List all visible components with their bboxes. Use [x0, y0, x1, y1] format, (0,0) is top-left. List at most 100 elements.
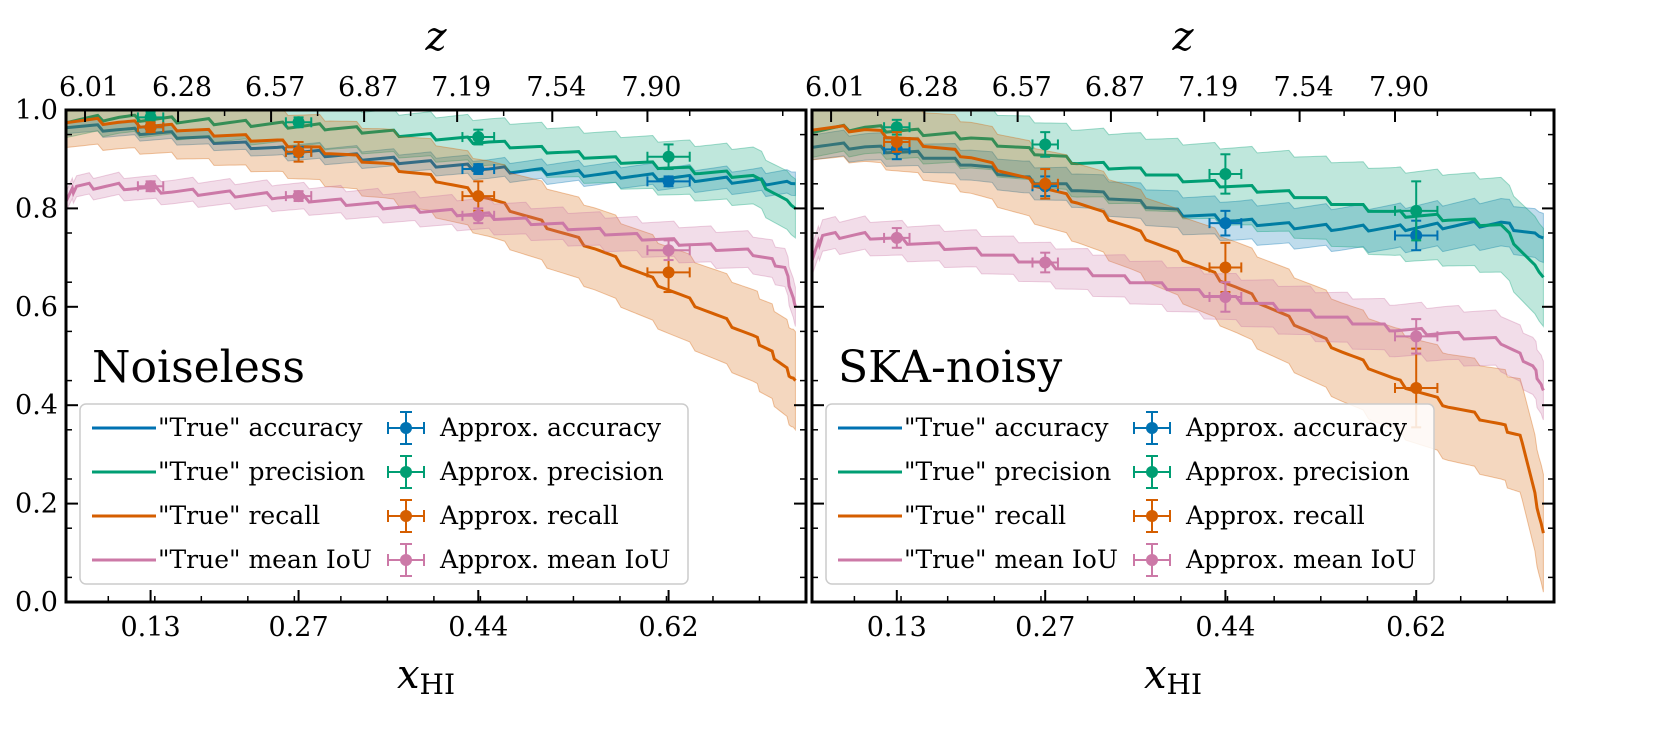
panel-ska-noisy: 0.13 0.27 0.44 0.62 6.01 6.28 6.57 6.87 7.19 7.54…	[805, 14, 1556, 701]
legend-entry-true-precision: "True" precision	[838, 457, 1111, 486]
legend-label: "True" mean IoU	[904, 545, 1118, 574]
point-approx-mean-iou-1	[1031, 251, 1059, 274]
band-true-recall	[812, 110, 1544, 593]
xtick-label: 0.27	[1015, 612, 1075, 643]
legend-label: Approx. precision	[439, 457, 664, 486]
legend-box	[825, 403, 1435, 585]
legend: "True" accuracy "True" precision "True" re…	[825, 403, 1435, 585]
top-tick-label: 6.01	[59, 72, 119, 103]
top-tick-label: 6.57	[245, 72, 305, 103]
legend-entry-true-recall: "True" recall	[838, 501, 1066, 530]
point-approx-accuracy-2	[461, 163, 496, 176]
point-approx-precision-3	[646, 143, 691, 171]
legend-entry-approx-recall: Approx. recall	[1133, 499, 1365, 533]
top-tick-label: 6.01	[805, 72, 865, 103]
legend-entry-approx-accuracy: Approx. accuracy	[1133, 411, 1408, 445]
legend-label: "True" recall	[904, 501, 1066, 530]
legend-label: Approx. accuracy	[439, 413, 662, 442]
point-approx-mean-iou-0	[883, 227, 911, 249]
legend-entry-true-precision: "True" precision	[92, 457, 365, 486]
plot-area	[812, 110, 1545, 593]
xtick-label: 0.27	[269, 612, 329, 643]
ytick-label: 0.6	[15, 292, 58, 323]
ytick-label: 0.2	[15, 489, 58, 520]
point-approx-mean-iou-3	[1394, 318, 1439, 355]
axes-frame	[64, 108, 808, 604]
top-tick-label: 7.90	[621, 72, 681, 103]
line-true-accuracy	[66, 123, 796, 187]
point-approx-mean-iou-1	[284, 190, 313, 203]
point-approx-precision-1	[284, 116, 313, 129]
band-true-accuracy	[812, 129, 1544, 264]
legend-entry-approx-recall: Approx. recall	[387, 499, 619, 533]
xtick-label: 0.44	[448, 612, 508, 643]
point-approx-precision-0	[883, 118, 911, 136]
legend-label: "True" precision	[904, 457, 1111, 486]
point-approx-precision-1	[1031, 131, 1059, 158]
point-approx-recall-0	[883, 131, 911, 153]
legend-label: "True" recall	[158, 501, 320, 530]
top-tick-label: 7.54	[526, 72, 586, 103]
top-tick-label: 6.87	[338, 72, 398, 103]
legend-label: Approx. accuracy	[1185, 413, 1408, 442]
top-tick-label: 6.57	[992, 72, 1052, 103]
legend-label: Approx. recall	[1185, 501, 1365, 530]
legend-label: "True" accuracy	[904, 413, 1109, 442]
band-true-precision	[66, 110, 796, 239]
legend-entry-true-mean-iou: "True" mean IoU	[838, 545, 1118, 574]
xtick-label: 0.62	[639, 612, 699, 643]
top-axis-label: z	[1171, 14, 1194, 60]
axes-frame	[810, 108, 1556, 604]
ytick-label: 0.0	[15, 587, 58, 618]
legend-entry-approx-precision: Approx. precision	[387, 455, 664, 489]
point-approx-accuracy-2	[1208, 209, 1243, 237]
legend-entry-true-accuracy: "True" accuracy	[92, 413, 363, 442]
top-tick-label: 6.28	[152, 72, 212, 103]
line-true-accuracy	[812, 141, 1544, 240]
panel-noiseless: 0.0 0.2 0.4 0.6 0.8 1.0 0.13 0.27 0.44 0.62 6.01 6.…	[15, 14, 808, 701]
legend-entry-approx-mean-iou: Approx. mean IoU	[1133, 543, 1417, 577]
x-axis-label: xHI	[1144, 652, 1202, 701]
ytick-label: 1.0	[15, 95, 58, 126]
panel-label: SKA-noisy	[838, 342, 1062, 393]
legend-label: Approx. mean IoU	[439, 545, 671, 574]
top-axis-label: z	[424, 14, 447, 60]
band-true-mean-iou	[812, 215, 1544, 421]
ytick-label: 0.8	[15, 193, 58, 224]
legend-entry-approx-accuracy: Approx. accuracy	[387, 411, 662, 445]
top-tick-label: 7.19	[431, 72, 491, 103]
legend-entry-true-accuracy: "True" accuracy	[838, 413, 1109, 442]
point-approx-mean-iou-0	[136, 180, 165, 193]
point-approx-mean-iou-2	[1208, 281, 1243, 313]
point-approx-recall-1	[1031, 168, 1059, 200]
legend-entry-approx-precision: Approx. precision	[1133, 455, 1410, 489]
top-tick-label: 6.87	[1085, 72, 1145, 103]
legend-label: Approx. precision	[1185, 457, 1410, 486]
point-approx-mean-iou-3	[646, 239, 691, 262]
xtick-label: 0.62	[1386, 612, 1446, 643]
legend-entry-true-recall: "True" recall	[92, 501, 320, 530]
legend-label: Approx. mean IoU	[1185, 545, 1417, 574]
legend-entry-approx-mean-iou: Approx. mean IoU	[387, 543, 671, 577]
top-tick-label: 7.90	[1369, 72, 1429, 103]
point-approx-recall-1	[284, 140, 313, 163]
legend-label: Approx. recall	[439, 501, 619, 530]
xtick-label: 0.13	[867, 612, 927, 643]
xtick-label: 0.13	[121, 612, 181, 643]
top-tick-label: 7.54	[1274, 72, 1334, 103]
plot-area	[66, 110, 797, 432]
line-true-precision	[812, 123, 1545, 279]
point-approx-precision-2	[1208, 153, 1243, 195]
x-axis-label: xHI	[397, 652, 455, 701]
point-approx-recall-3	[646, 251, 691, 294]
point-approx-accuracy-3	[646, 175, 691, 188]
line-true-precision	[66, 113, 797, 210]
top-tick-label: 6.28	[898, 72, 958, 103]
legend-entry-true-mean-iou: "True" mean IoU	[92, 545, 372, 574]
top-tick-label: 7.19	[1178, 72, 1238, 103]
panel-label: Noiseless	[92, 342, 305, 393]
legend-label: "True" precision	[158, 457, 365, 486]
line-true-recall	[66, 116, 797, 382]
xtick-label: 0.44	[1195, 612, 1255, 643]
